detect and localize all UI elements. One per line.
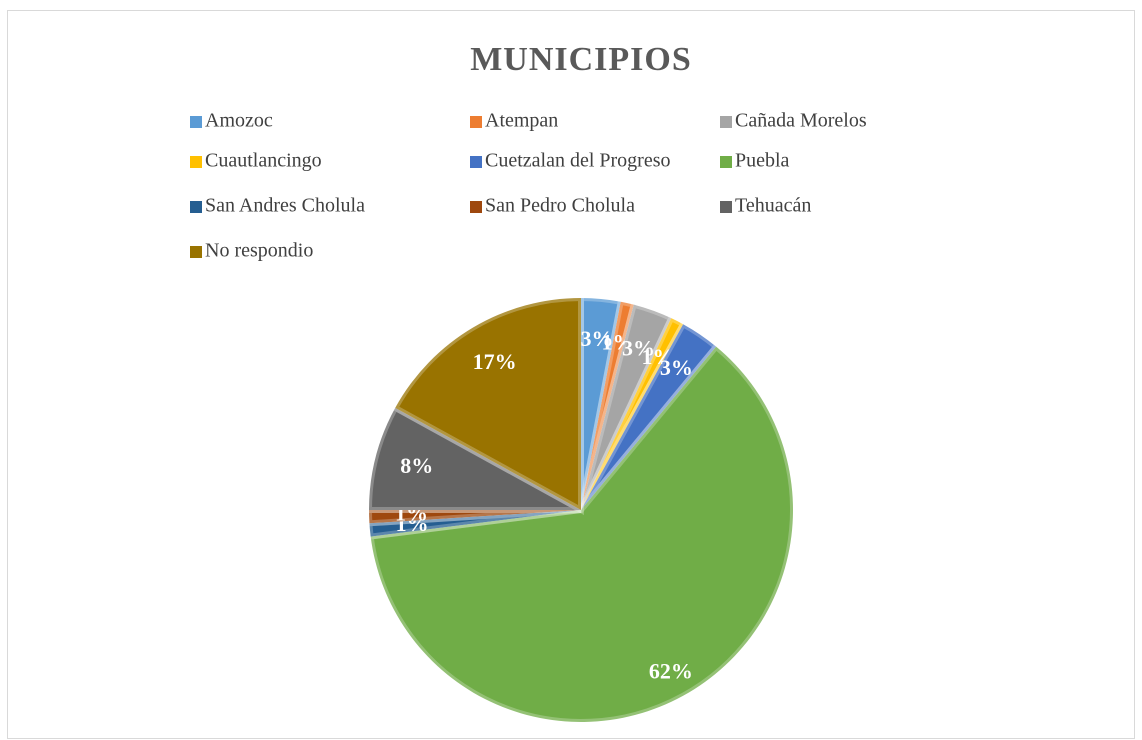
- data-label: 3%: [622, 335, 655, 360]
- legend-label: No respondio: [205, 240, 313, 262]
- pie-slice: [578, 301, 676, 512]
- legend-swatch: [720, 201, 732, 213]
- legend-swatch: [190, 156, 202, 168]
- legend-label: Puebla: [735, 150, 790, 172]
- pie-slice: [365, 507, 582, 527]
- pie-slice: [366, 507, 582, 540]
- legend-swatch: [190, 116, 202, 128]
- legend-label: Amozoc: [205, 110, 273, 132]
- legend-swatch: [190, 246, 202, 258]
- legend-swatch: [190, 201, 202, 213]
- pie-slice: [367, 342, 796, 725]
- data-label: 8%: [400, 453, 433, 478]
- legend-swatch: [720, 116, 732, 128]
- pie-slice: [578, 298, 638, 511]
- pie-slice: [578, 320, 721, 512]
- data-label: 3%: [660, 355, 693, 380]
- legend-label: Cuautlancingo: [205, 150, 322, 172]
- chart-title: MUNICIPIOS: [470, 41, 692, 78]
- legend-label: Cañada Morelos: [735, 110, 867, 132]
- data-label: 62%: [649, 659, 693, 684]
- legend-swatch: [470, 116, 482, 128]
- legend-label: Atempan: [485, 110, 558, 132]
- pie-slice: [578, 294, 625, 511]
- legend-swatch: [470, 201, 482, 213]
- pie-slice: [391, 294, 584, 516]
- data-label: 17%: [473, 349, 517, 374]
- legend-label: Cuetzalan del Progreso: [485, 150, 671, 172]
- legend-label: San Pedro Cholula: [485, 195, 635, 217]
- pie-slice: [578, 314, 688, 512]
- legend-label: Tehuacán: [735, 195, 811, 217]
- data-label: 3%: [580, 326, 613, 351]
- pie-slice: [365, 403, 583, 513]
- legend-label: San Andres Cholula: [205, 195, 365, 217]
- legend-swatch: [720, 156, 732, 168]
- legend-swatch: [470, 156, 482, 168]
